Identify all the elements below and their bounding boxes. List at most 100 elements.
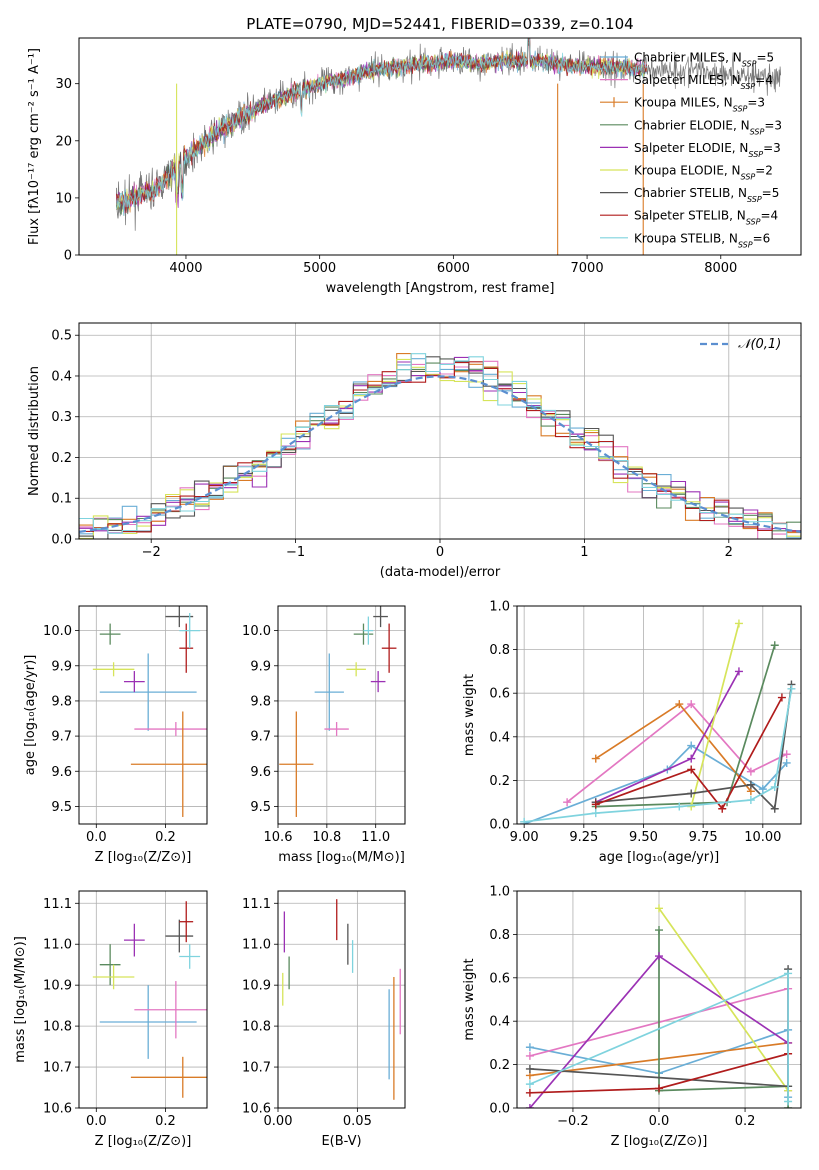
errorbar-group	[92, 606, 207, 817]
x-axis-label: Z [log₁₀(Z/Z⊙)]	[95, 1134, 192, 1149]
axes-frame	[516, 890, 802, 1109]
weight-vs-metallicity-panel: −0.2 0.0 0.2 0.0 0.2 0.4 0.6 0.8 1.0 Z [log₁₀(Z/Z…	[462, 885, 802, 1149]
y-tick-label: 30	[55, 77, 72, 92]
errorbar-group	[279, 606, 397, 817]
y-axis-label: mass weight	[462, 674, 477, 756]
y-tick-label: 10.7	[242, 1061, 271, 1076]
data-point-marker	[734, 667, 743, 676]
x-tick-label: 8000	[704, 261, 737, 276]
x-tick-label: 9.25	[569, 830, 598, 845]
data-point-marker	[525, 1043, 534, 1052]
y-tick-label: 20	[55, 134, 72, 149]
y-tick-label: 0.5	[51, 329, 72, 344]
x-tick-label: 10.6	[264, 830, 293, 845]
y-tick-label: 10.7	[43, 1061, 72, 1076]
y-tick-label: 0.0	[489, 1102, 510, 1117]
data-point-marker	[525, 1088, 534, 1097]
y-tick-label: 0.0	[51, 533, 72, 548]
data-point-marker	[687, 765, 696, 774]
legend-label: Kroupa STELIB, NSSP=6	[634, 231, 770, 249]
y-tick-label: 10.6	[242, 1102, 271, 1117]
x-tick-label: 0.00	[264, 1114, 293, 1129]
x-tick-label: 2	[725, 545, 733, 560]
y-tick-label: 11.1	[43, 897, 72, 912]
x-tick-label: 6000	[437, 261, 470, 276]
residual-histogram-panel: −2 −1 0 1 2 0.0 0.1 0.2 0.3 0.4 0.5 (data-model)/er…	[27, 322, 802, 580]
data-point-marker	[591, 809, 600, 818]
y-tick-label: 9.8	[51, 694, 72, 709]
x-axis-label: mass [log₁₀(M/M⊙)]	[278, 850, 405, 865]
y-axis-label: Flux [fλ10⁻¹⁷ erg cm⁻² s⁻¹ A⁻¹]	[27, 48, 42, 245]
y-tick-label: 11.0	[242, 938, 271, 953]
axes-frame	[78, 322, 802, 540]
series-group	[520, 619, 796, 824]
data-point-marker	[770, 641, 779, 650]
data-point-marker	[782, 758, 791, 767]
weight-line	[566, 702, 788, 803]
weight-line	[595, 697, 783, 811]
y-tick-label: 0.6	[489, 687, 510, 702]
y-tick-label: 0.2	[489, 774, 510, 789]
y-tick-label: 0.6	[489, 971, 510, 986]
axes-frame	[78, 37, 802, 256]
spectrum-lines	[116, 38, 782, 255]
x-axis-label: Z [log₁₀(Z/Z⊙)]	[95, 850, 192, 865]
y-tick-label: 1.0	[489, 600, 510, 615]
data-point-marker	[770, 804, 779, 813]
errorbar-group	[92, 901, 207, 1098]
y-tick-label: 9.6	[250, 765, 271, 780]
y-tick-label: 0.8	[489, 643, 510, 658]
data-point-marker	[591, 800, 600, 809]
legend-label: Kroupa ELODIE, NSSP=2	[634, 164, 773, 182]
normal-reference-curve	[79, 375, 801, 533]
y-tick-label: 0.3	[51, 410, 72, 425]
y-tick-label: 10.0	[242, 624, 271, 639]
y-tick-label: 0	[64, 249, 72, 264]
weight-line	[595, 644, 776, 808]
y-tick-label: 0.2	[489, 1058, 510, 1073]
axes-frame	[78, 890, 208, 1109]
y-tick-label: 10.9	[43, 979, 72, 994]
y-tick-label: 0.4	[489, 1015, 510, 1030]
data-point-marker	[787, 684, 796, 693]
y-axis-label: age [log₁₀(age/yr)]	[23, 655, 38, 776]
y-tick-label: 11.0	[43, 938, 72, 953]
mass-vs-metallicity-panel: 0.0 0.2 10.6 10.7 10.8 10.9 11.0 11.1 Z [log₁₀(Z…	[13, 890, 208, 1149]
y-tick-label: 0.8	[489, 928, 510, 943]
axes-frame	[78, 605, 208, 825]
figure-title: PLATE=0790, MJD=52441, FIBERID=0339, z=0…	[246, 15, 633, 33]
data-point-marker	[525, 1104, 534, 1108]
y-tick-label: 10.0	[43, 624, 72, 639]
y-tick-label: 0.4	[51, 369, 72, 384]
x-axis-label: age [log₁₀(age/yr)]	[599, 850, 720, 865]
y-tick-label: 9.5	[51, 800, 72, 815]
weight-vs-age-panel: 9.00 9.25 9.50 9.75 10.00 0.0 0.2 0.4 0.6 0.8 1.0 a…	[462, 600, 802, 865]
y-tick-label: 9.5	[250, 800, 271, 815]
x-tick-label: 5000	[303, 261, 336, 276]
legend-label: Salpeter ELODIE, NSSP=3	[634, 141, 781, 159]
y-tick-label: 10.8	[43, 1020, 72, 1035]
data-point-marker	[784, 1097, 793, 1106]
x-tick-label: 0.2	[155, 830, 176, 845]
data-point-marker	[655, 926, 663, 935]
axes-frame	[277, 605, 406, 825]
data-point-marker	[655, 952, 663, 961]
x-tick-label: 0.0	[649, 1114, 670, 1129]
mass-vs-extinction-panel: 0.00 0.05 10.6 10.7 10.8 10.9 11.0 11.1 E(B-V)	[242, 890, 406, 1149]
axes-frame	[516, 605, 802, 825]
legend-label: Salpeter MILES, NSSP=4	[634, 73, 773, 91]
x-tick-label: 7000	[571, 261, 604, 276]
x-tick-label: 1	[580, 545, 588, 560]
y-tick-label: 9.9	[51, 659, 72, 674]
x-tick-label: 0.2	[735, 1114, 756, 1129]
data-point-marker	[746, 796, 755, 805]
axes-frame	[277, 890, 406, 1109]
data-point-marker	[525, 1064, 534, 1073]
series-group	[525, 904, 793, 1108]
x-tick-label: 0.2	[155, 1114, 176, 1129]
x-tick-label: 9.50	[629, 830, 658, 845]
data-point-marker	[675, 700, 684, 709]
x-tick-label: −2	[142, 545, 161, 560]
data-point-marker	[591, 754, 600, 763]
